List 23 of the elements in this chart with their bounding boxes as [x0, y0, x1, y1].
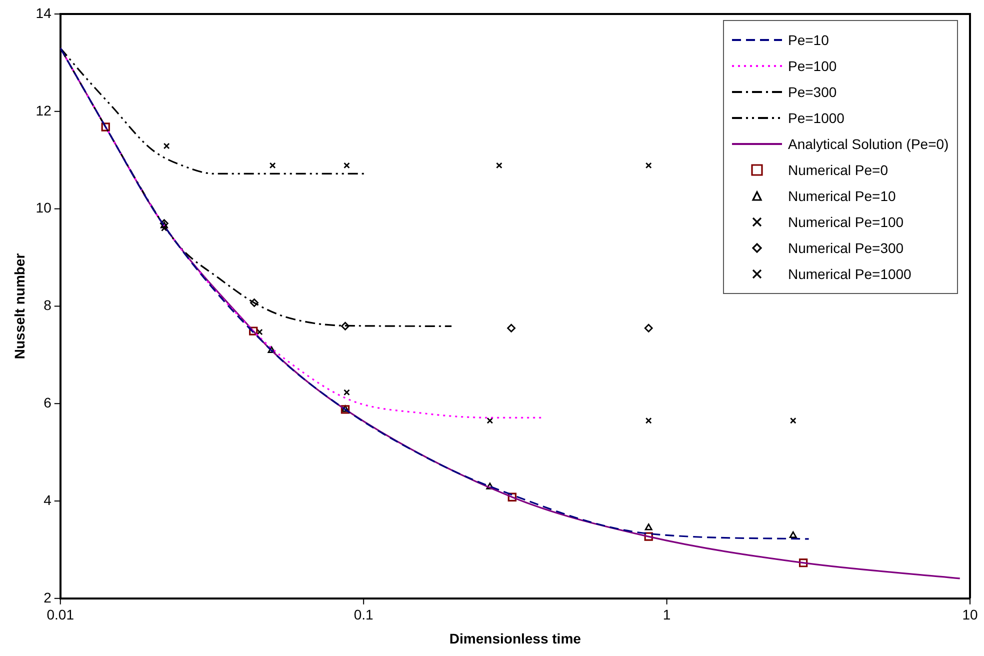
- y-tick-label: 12: [36, 102, 52, 118]
- x-tick-label: 1: [662, 606, 671, 623]
- y-tick-label: 8: [44, 297, 52, 314]
- x-tick-label: 0.1: [354, 606, 374, 623]
- legend-label: Numerical Pe=1000: [788, 265, 912, 284]
- y-tick-label: 10: [36, 200, 52, 216]
- legend-label: Pe=10: [788, 31, 829, 50]
- x-tick-label: 0.01: [46, 606, 74, 623]
- legend-label: Numerical Pe=0: [788, 161, 888, 180]
- legend-label: Numerical Pe=10: [788, 187, 896, 206]
- legend-label: Pe=1000: [788, 109, 844, 128]
- legend-label: Numerical Pe=300: [788, 239, 904, 258]
- x-axis-title: Dimensionless time: [449, 630, 582, 646]
- y-tick-label: 14: [36, 4, 52, 21]
- y-tick-label: 4: [44, 492, 52, 508]
- x-tick-label: 10: [962, 606, 978, 623]
- y-tick-label: 6: [44, 394, 52, 410]
- legend-label: Pe=300: [788, 83, 837, 102]
- y-tick-label: 2: [44, 589, 52, 606]
- legend-label: Numerical Pe=100: [788, 213, 904, 232]
- legend-label: Analytical Solution (Pe=0): [788, 135, 949, 154]
- legend-label: Pe=100: [788, 57, 837, 76]
- y-axis-title: Nusselt number: [11, 252, 28, 360]
